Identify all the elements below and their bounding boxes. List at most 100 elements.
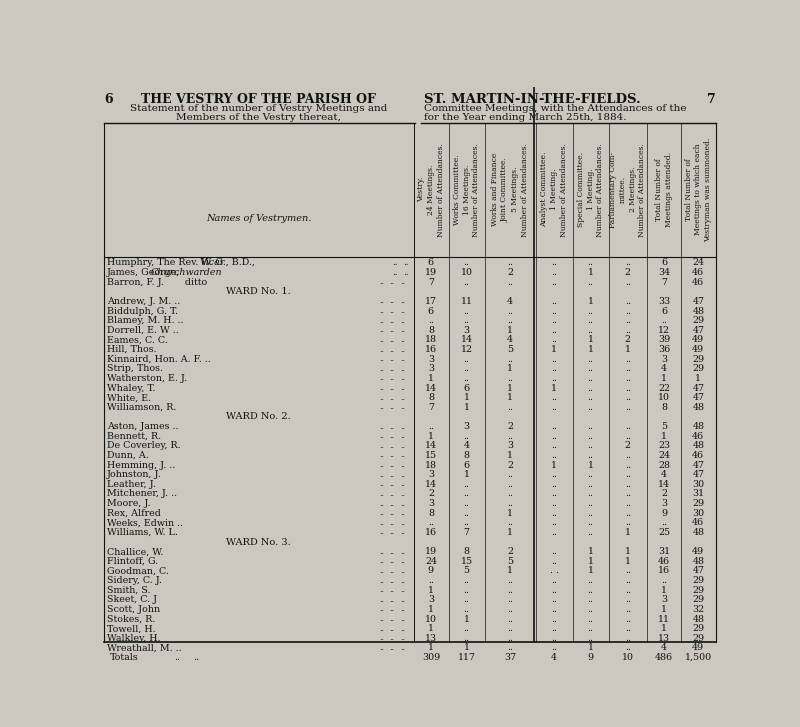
Text: 3: 3	[507, 441, 513, 450]
Text: ..: ..	[551, 307, 557, 316]
Text: 1: 1	[662, 605, 667, 614]
Text: 1: 1	[551, 345, 557, 354]
Text: Bennett, R.: Bennett, R.	[107, 432, 161, 441]
Text: ..: ..	[507, 480, 513, 489]
Text: 7: 7	[428, 278, 434, 286]
Text: ..: ..	[390, 624, 394, 632]
Text: ..: ..	[379, 615, 384, 623]
Text: 6: 6	[463, 461, 470, 470]
Text: ..: ..	[174, 653, 180, 662]
Text: ..: ..	[390, 577, 394, 585]
Text: 309: 309	[422, 653, 440, 662]
Text: Totals: Totals	[110, 653, 139, 662]
Text: ..: ..	[625, 586, 630, 595]
Text: ..: ..	[625, 259, 630, 268]
Text: ..: ..	[379, 577, 384, 585]
Text: 28: 28	[658, 461, 670, 470]
Text: Special Committee.
1 Meeting.
Number of Attendances.: Special Committee. 1 Meeting. Number of …	[577, 142, 604, 236]
Text: ..: ..	[551, 393, 557, 402]
Text: ..: ..	[379, 586, 384, 594]
Text: Names of Vestrymen.: Names of Vestrymen.	[206, 214, 311, 222]
Text: ..: ..	[587, 509, 594, 518]
Text: ..: ..	[379, 461, 384, 469]
Text: 11: 11	[461, 297, 473, 306]
Text: ..: ..	[379, 499, 384, 507]
Text: 1: 1	[625, 547, 630, 556]
Text: Vestry.
24 Meetings.
Number of Attendances.: Vestry. 24 Meetings. Number of Attendanc…	[417, 142, 445, 236]
Text: ..: ..	[401, 442, 406, 450]
Text: 30: 30	[692, 480, 704, 489]
Text: ..: ..	[379, 326, 384, 334]
Text: ..: ..	[401, 509, 406, 517]
Text: ..: ..	[390, 278, 394, 286]
Text: ..: ..	[379, 307, 384, 315]
Text: 8: 8	[428, 393, 434, 402]
Text: Moore, J.: Moore, J.	[107, 499, 150, 508]
Text: ..: ..	[390, 481, 394, 489]
Text: ..: ..	[379, 635, 384, 643]
Text: 5: 5	[507, 345, 513, 354]
Text: ..: ..	[587, 470, 594, 479]
Text: 46: 46	[692, 451, 704, 460]
Text: ..: ..	[401, 644, 406, 652]
Text: ..: ..	[463, 432, 470, 441]
Text: ..: ..	[551, 470, 557, 479]
Text: ..: ..	[379, 403, 384, 411]
Text: ..: ..	[401, 490, 406, 498]
Text: ..: ..	[390, 442, 394, 450]
Text: 4: 4	[551, 653, 557, 662]
Text: ..: ..	[625, 307, 630, 316]
Text: 1: 1	[507, 528, 513, 537]
Text: 29: 29	[692, 355, 704, 364]
Text: ..: ..	[379, 374, 384, 382]
Text: ..: ..	[507, 595, 513, 604]
Text: 1: 1	[428, 586, 434, 595]
Text: 31: 31	[658, 547, 670, 556]
Text: 48: 48	[692, 528, 704, 537]
Text: ..: ..	[587, 634, 594, 643]
Text: 1: 1	[625, 345, 630, 354]
Text: 1: 1	[587, 461, 594, 470]
Text: 49: 49	[692, 345, 704, 354]
Text: ..: ..	[463, 499, 470, 508]
Text: ..: ..	[551, 403, 557, 412]
Text: 1,500: 1,500	[685, 653, 712, 662]
Text: 1: 1	[625, 557, 630, 566]
Text: ..: ..	[390, 644, 394, 652]
Text: 11: 11	[658, 614, 670, 624]
Text: 4: 4	[662, 643, 667, 653]
Text: 17: 17	[425, 297, 437, 306]
Text: ..: ..	[662, 518, 667, 527]
Text: 49: 49	[692, 335, 704, 345]
Text: 23: 23	[658, 441, 670, 450]
Text: 12: 12	[658, 326, 670, 335]
Text: ..: ..	[401, 624, 406, 632]
Text: 3: 3	[428, 499, 434, 508]
Text: ..: ..	[390, 596, 394, 604]
Text: ..: ..	[390, 490, 394, 498]
Text: 2: 2	[625, 268, 630, 277]
Text: ..: ..	[551, 624, 557, 633]
Text: 8: 8	[463, 547, 470, 556]
Text: ..: ..	[463, 586, 470, 595]
Text: 4: 4	[463, 441, 470, 450]
Text: 4: 4	[507, 335, 513, 345]
Text: Sidery, C. J.: Sidery, C. J.	[107, 576, 162, 585]
Text: ..: ..	[507, 518, 513, 527]
Text: 5: 5	[463, 566, 470, 576]
Text: ..: ..	[463, 480, 470, 489]
Text: Works Committee.
16 Meetings.
Number of Attendances.: Works Committee. 16 Meetings. Number of …	[453, 142, 480, 236]
Text: ..: ..	[379, 558, 384, 566]
Text: ..: ..	[551, 374, 557, 383]
Text: ..: ..	[390, 451, 394, 459]
Text: 4: 4	[662, 364, 667, 374]
Text: ..: ..	[551, 499, 557, 508]
Text: ..: ..	[390, 461, 394, 469]
Text: 6: 6	[661, 307, 667, 316]
Text: ..: ..	[428, 316, 434, 325]
Text: ..: ..	[551, 422, 557, 431]
Text: ..: ..	[379, 624, 384, 632]
Text: ..: ..	[379, 442, 384, 450]
Text: ..: ..	[625, 595, 630, 604]
Text: ..: ..	[625, 384, 630, 393]
